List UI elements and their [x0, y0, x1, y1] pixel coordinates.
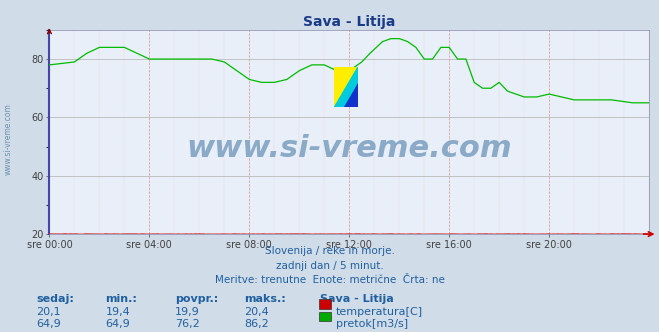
Text: 76,2: 76,2	[175, 319, 200, 329]
Text: www.si-vreme.com: www.si-vreme.com	[3, 104, 13, 175]
Text: 19,4: 19,4	[105, 307, 130, 317]
Text: Meritve: trenutne  Enote: metrične  Črta: ne: Meritve: trenutne Enote: metrične Črta: …	[215, 275, 444, 285]
Text: 20,4: 20,4	[244, 307, 269, 317]
Text: 19,9: 19,9	[175, 307, 200, 317]
Text: 86,2: 86,2	[244, 319, 269, 329]
Title: Sava - Litija: Sava - Litija	[303, 15, 395, 29]
Text: maks.:: maks.:	[244, 294, 285, 304]
Text: 64,9: 64,9	[105, 319, 130, 329]
Text: temperatura[C]: temperatura[C]	[336, 307, 423, 317]
Text: sedaj:: sedaj:	[36, 294, 74, 304]
Text: www.si-vreme.com: www.si-vreme.com	[186, 134, 512, 163]
Text: Slovenija / reke in morje.: Slovenija / reke in morje.	[264, 246, 395, 256]
Text: povpr.:: povpr.:	[175, 294, 218, 304]
Text: zadnji dan / 5 minut.: zadnji dan / 5 minut.	[275, 261, 384, 271]
Text: Sava - Litija: Sava - Litija	[320, 294, 393, 304]
Text: min.:: min.:	[105, 294, 137, 304]
Text: 20,1: 20,1	[36, 307, 61, 317]
Text: 64,9: 64,9	[36, 319, 61, 329]
Text: pretok[m3/s]: pretok[m3/s]	[336, 319, 408, 329]
